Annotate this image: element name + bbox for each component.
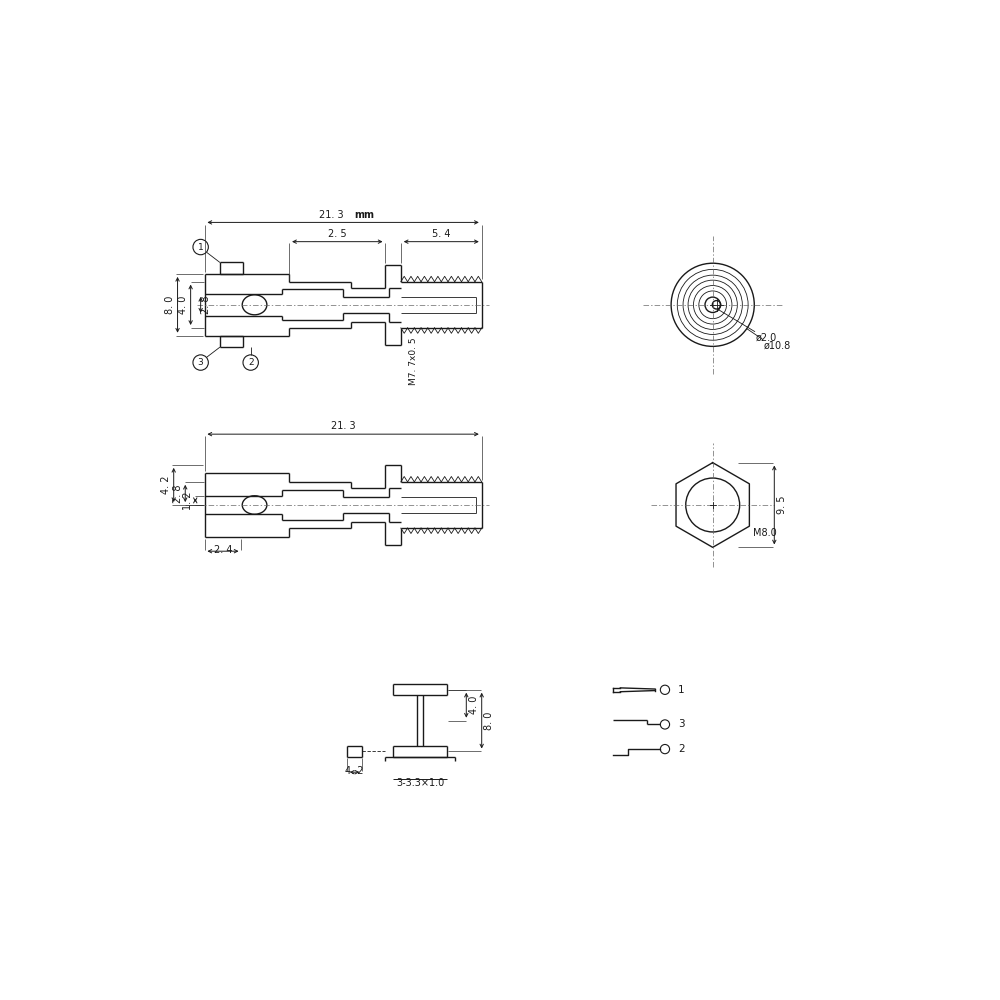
Text: 2: 2 <box>248 358 254 367</box>
Text: 4. 0: 4. 0 <box>178 296 188 314</box>
Text: 2. 5: 2. 5 <box>328 229 347 239</box>
Text: 3: 3 <box>198 358 204 367</box>
Text: 2. 4: 2. 4 <box>214 545 232 555</box>
Text: 8. 0: 8. 0 <box>165 296 175 314</box>
Text: 5. 4: 5. 4 <box>432 229 451 239</box>
Text: 4. 2: 4. 2 <box>161 476 171 494</box>
Text: mm: mm <box>355 210 375 220</box>
Text: ø10.8: ø10.8 <box>764 340 791 350</box>
Text: 4. 2: 4. 2 <box>345 766 364 776</box>
Text: 1: 1 <box>678 685 685 695</box>
Text: M7. 7x0. 5: M7. 7x0. 5 <box>409 337 418 385</box>
Text: 1. 2: 1. 2 <box>183 491 193 510</box>
Text: 8. 0: 8. 0 <box>484 711 494 730</box>
Text: 2. 8: 2. 8 <box>173 484 183 503</box>
Text: ø2.0: ø2.0 <box>756 333 777 343</box>
Text: 2: 2 <box>678 744 685 754</box>
Text: 21. 3: 21. 3 <box>319 210 344 220</box>
Text: 3-3.3×1.0: 3-3.3×1.0 <box>396 778 444 788</box>
Text: 1: 1 <box>198 243 204 252</box>
Text: 2. 8: 2. 8 <box>201 296 211 314</box>
Text: 3: 3 <box>678 719 685 729</box>
Text: M8.0: M8.0 <box>753 528 777 538</box>
Text: 4. 0: 4. 0 <box>469 696 479 714</box>
Text: 9. 5: 9. 5 <box>777 496 787 514</box>
Text: 21. 3: 21. 3 <box>331 421 355 431</box>
